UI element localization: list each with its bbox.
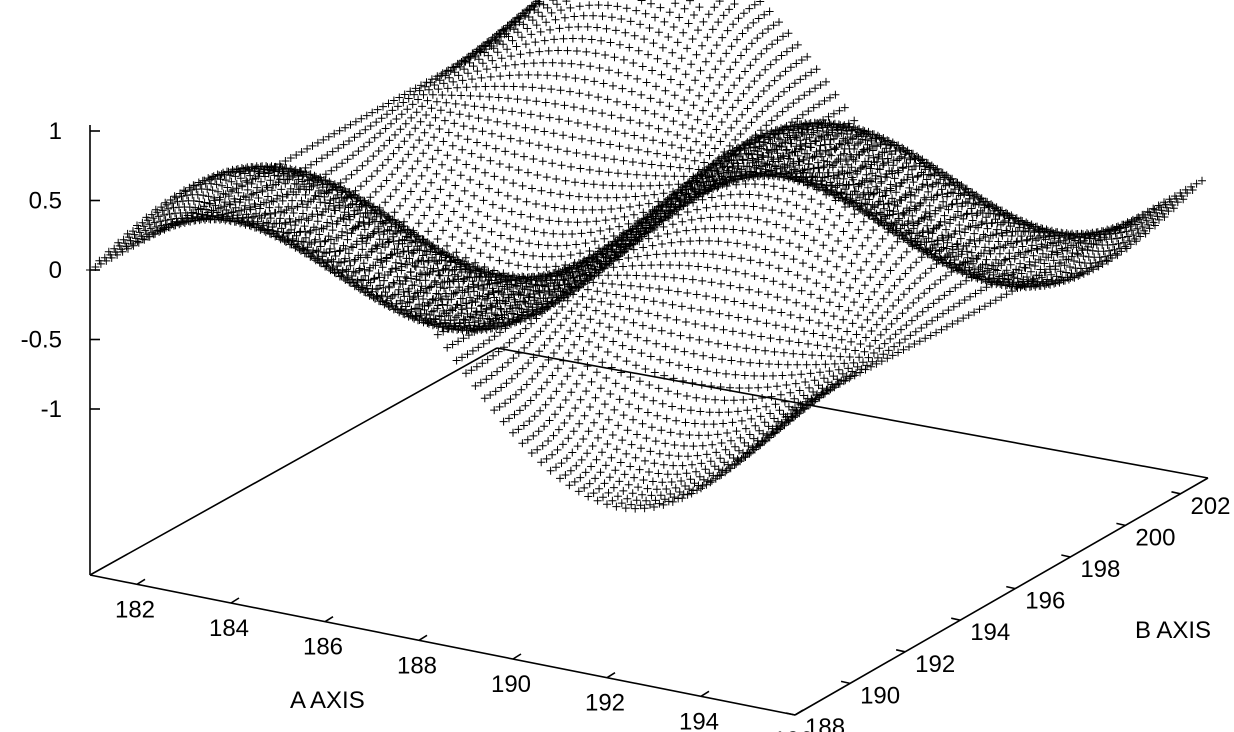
b-tick	[1116, 522, 1126, 527]
b-tick	[1061, 554, 1071, 558]
z-tick-label: -0.5	[21, 327, 62, 354]
b-tick	[1171, 491, 1181, 495]
a-tick-label: 184	[209, 615, 249, 642]
a-axis-title: A AXIS	[290, 687, 365, 714]
a-axis-ticks: 182 184 186 188 190 192 194 196	[115, 578, 813, 732]
a-tick	[136, 578, 146, 586]
z-tick-label: -1	[41, 396, 62, 423]
b-tick-label: 190	[860, 682, 900, 709]
a-tick-label: 194	[679, 708, 719, 732]
b-tick-label: 200	[1135, 524, 1175, 551]
z-tick-label: 0	[49, 257, 62, 284]
a-tick	[794, 709, 804, 716]
a-axis-line	[89, 574, 796, 716]
a-tick	[606, 671, 616, 679]
b-axis-ticks: 188 190 192 194 196 198 200 202	[785, 491, 1231, 732]
a-tick-label: 192	[585, 690, 625, 717]
back-edge-right	[496, 347, 1209, 479]
back-edge-left	[89, 347, 498, 576]
a-tick-label: 182	[115, 596, 155, 623]
a-tick-label: 186	[303, 634, 343, 661]
a-tick-label: 190	[491, 671, 531, 698]
b-tick-label: 198	[1080, 556, 1120, 583]
b-tick	[840, 680, 851, 685]
b-tick-label: 196	[1025, 588, 1065, 615]
b-tick	[785, 712, 796, 716]
a-tick	[230, 597, 240, 604]
a-tick	[700, 690, 710, 698]
b-tick-label: 188	[805, 714, 845, 732]
b-tick	[1006, 585, 1016, 590]
b-tick-label: 202	[1190, 493, 1230, 520]
z-axis-ticks: 1 0.5 0 -0.5 -1	[21, 118, 100, 423]
b-axis-title: B AXIS	[1135, 617, 1211, 644]
z-tick-label: 1	[49, 118, 62, 145]
surface-points	[86, 0, 1206, 513]
a-tick	[418, 634, 428, 642]
b-tick-label: 192	[915, 651, 955, 678]
b-tick-label: 194	[970, 619, 1010, 646]
a-tick-label: 188	[397, 652, 437, 679]
a-tick	[512, 653, 522, 660]
b-axis-line	[794, 477, 1209, 716]
surface-point-marks	[86, 0, 1206, 513]
z-tick-label: 0.5	[29, 188, 62, 215]
a-tick	[324, 615, 334, 623]
b-tick	[895, 649, 906, 653]
b-tick	[951, 617, 961, 621]
a-tick-label: 196	[773, 727, 813, 732]
